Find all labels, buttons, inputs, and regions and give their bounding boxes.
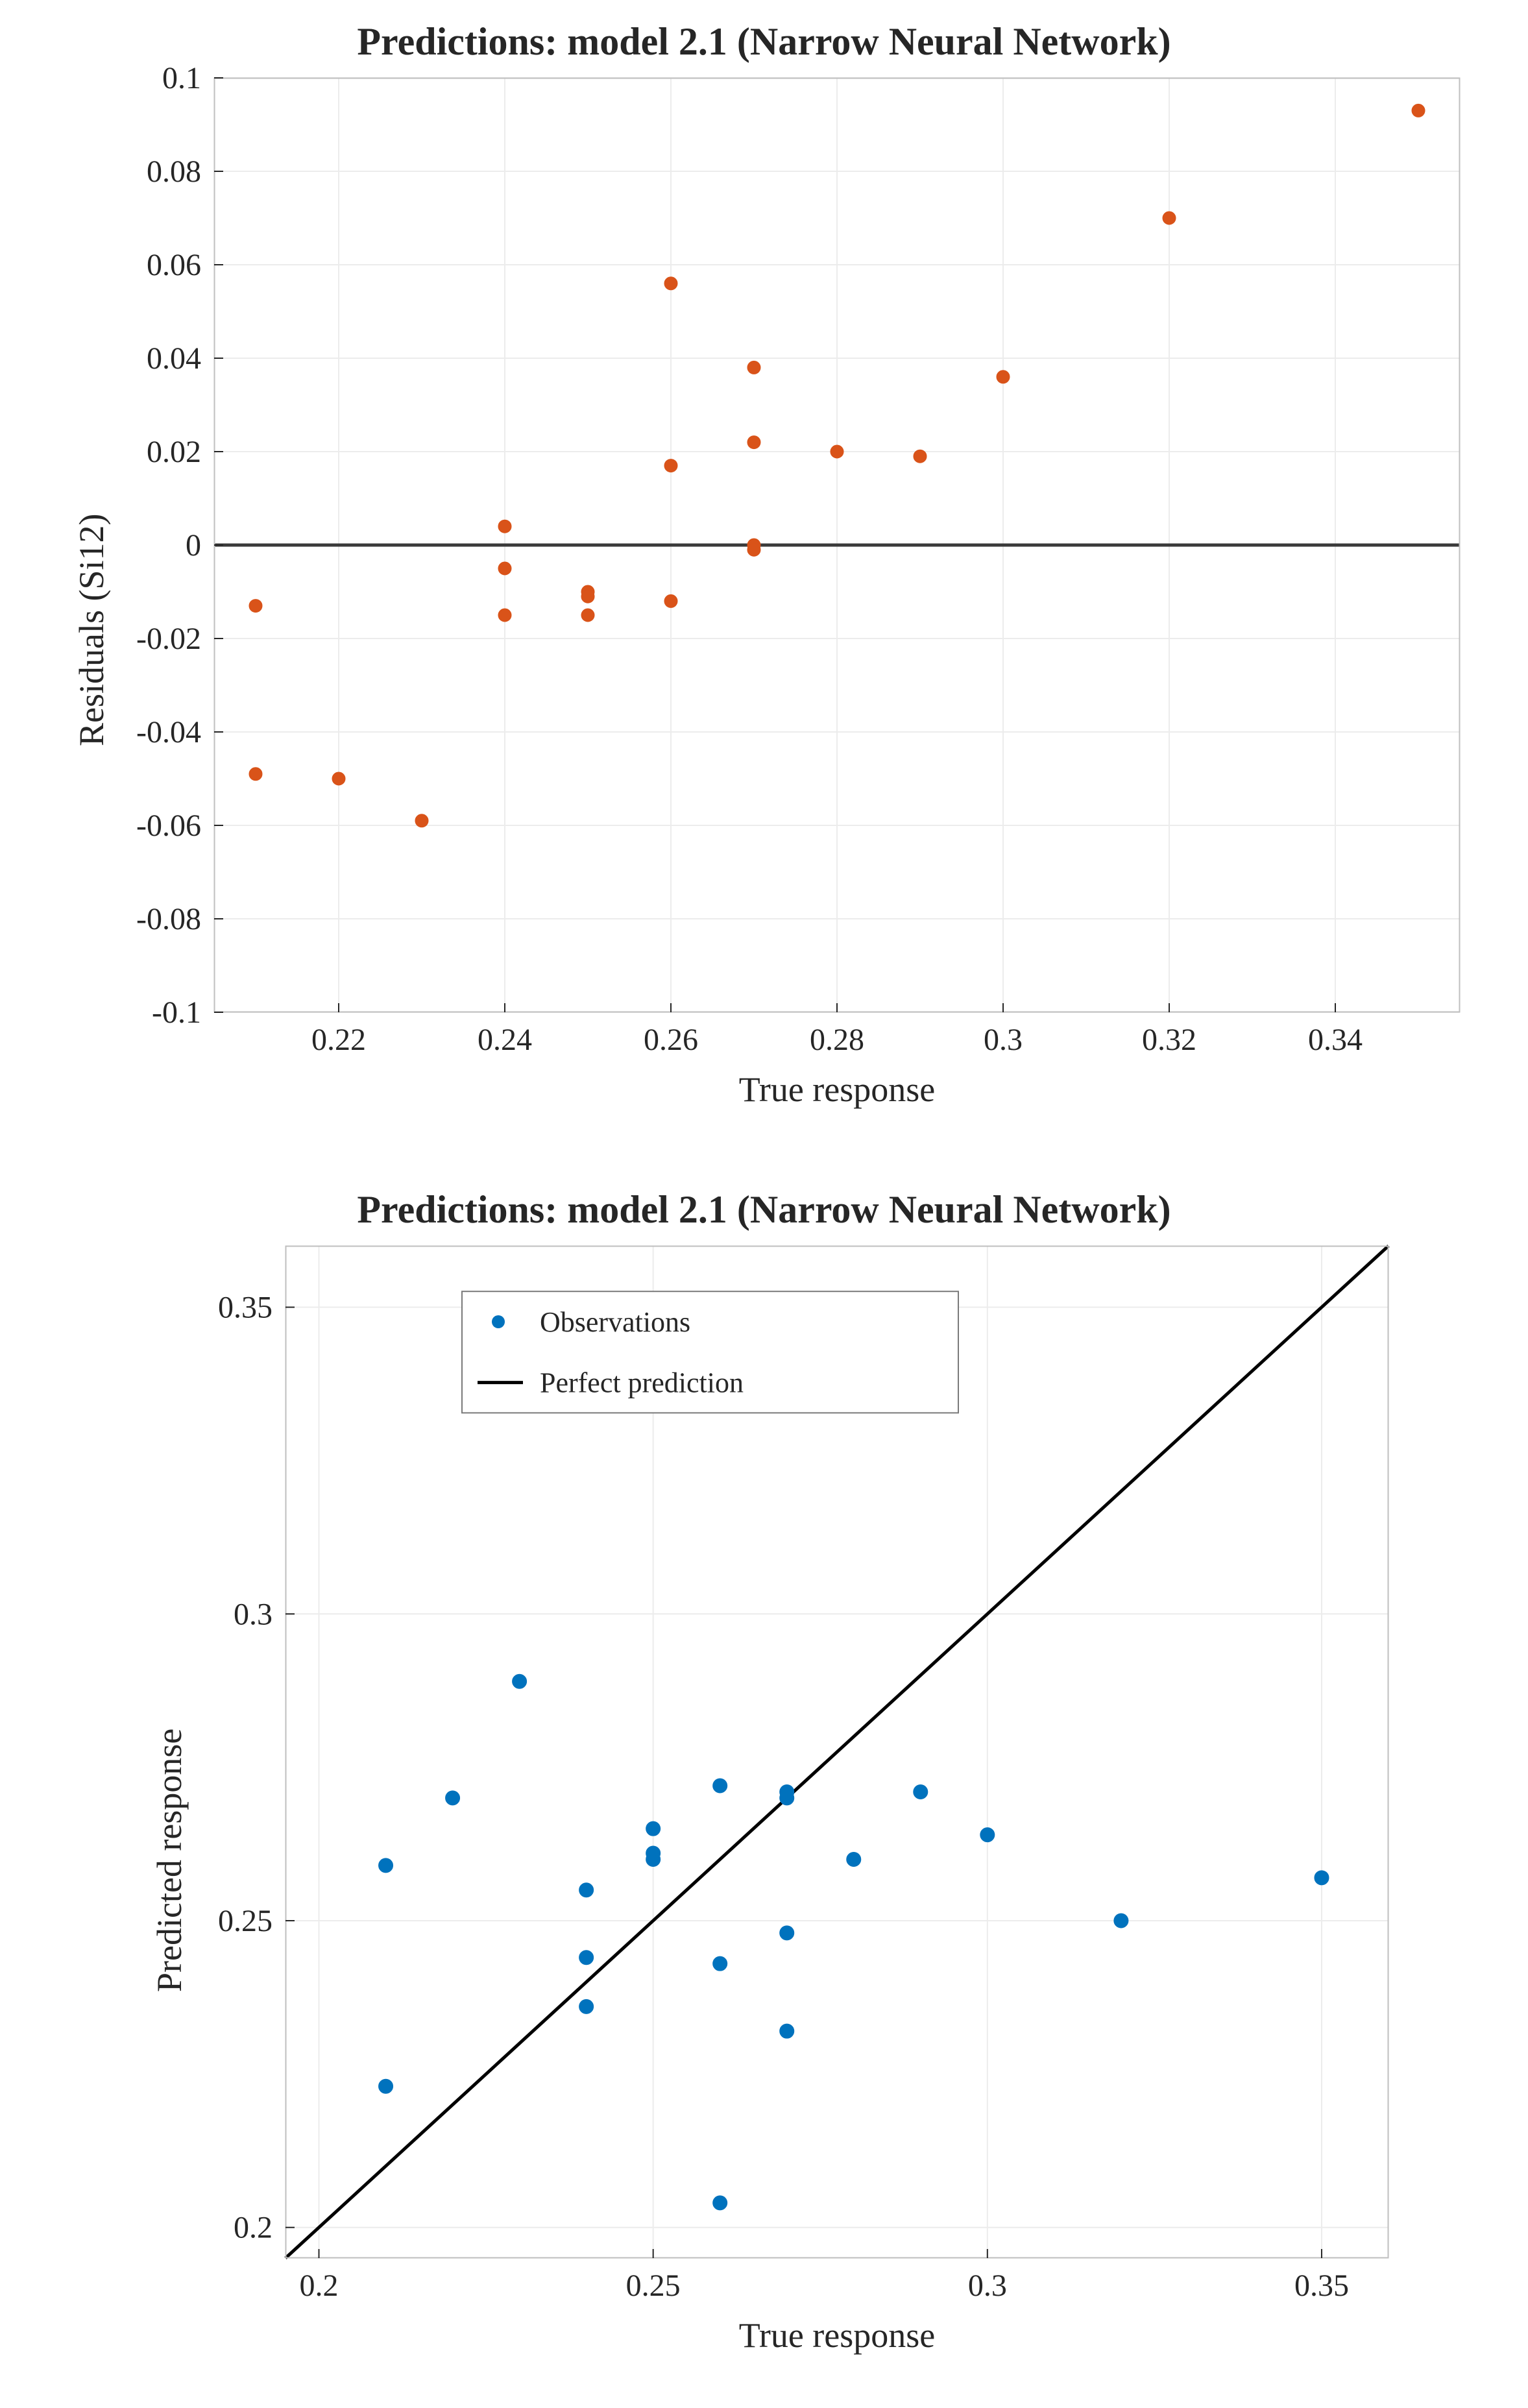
y-tick-label: 0.3 bbox=[234, 1597, 273, 1631]
chart2-xlabel: True response bbox=[285, 2315, 1389, 2355]
y-tick-label: -0.1 bbox=[152, 995, 201, 1030]
x-tick-label: 0.24 bbox=[478, 1023, 532, 1057]
y-tick-label: 0.02 bbox=[147, 435, 201, 469]
page: { "colors": { "background": "#ffffff", "… bbox=[0, 0, 1528, 2408]
data-point bbox=[581, 609, 594, 622]
data-point bbox=[579, 1999, 594, 2013]
data-point bbox=[997, 371, 1010, 383]
x-tick-label: 0.25 bbox=[626, 2268, 681, 2303]
y-tick-label: -0.06 bbox=[136, 809, 201, 843]
data-point bbox=[914, 1784, 928, 1799]
data-point bbox=[980, 1828, 995, 1842]
y-tick-label: -0.08 bbox=[136, 902, 201, 936]
data-point bbox=[446, 1791, 460, 1805]
data-point bbox=[780, 2024, 794, 2038]
data-point bbox=[780, 1926, 794, 1940]
data-point bbox=[379, 2079, 393, 2093]
y-tick-label: 0.04 bbox=[147, 341, 201, 376]
legend-label-observations: Observations bbox=[540, 1306, 690, 1338]
data-point bbox=[513, 1674, 527, 1688]
data-point bbox=[914, 450, 927, 463]
data-point bbox=[713, 1956, 727, 1971]
chart1-ylabel: Residuals (Si12) bbox=[71, 514, 112, 747]
y-tick-label: 0.2 bbox=[234, 2211, 273, 2245]
data-point bbox=[415, 814, 428, 827]
y-tick-label: 0 bbox=[186, 528, 201, 563]
chart1-plot: 0.220.240.260.280.30.320.34-0.1-0.08-0.0… bbox=[214, 78, 1460, 1077]
x-tick-label: 0.32 bbox=[1142, 1023, 1196, 1057]
data-point bbox=[713, 2196, 727, 2210]
chart2-title: Predictions: model 2.1 (Narrow Neural Ne… bbox=[0, 1187, 1528, 1232]
chart2-plot: 0.20.250.30.350.20.250.30.35Observations… bbox=[285, 1246, 1389, 2323]
data-point bbox=[249, 768, 262, 781]
data-point bbox=[581, 590, 594, 603]
data-point bbox=[1114, 1914, 1128, 1928]
data-point bbox=[646, 1846, 661, 1860]
y-tick-label: -0.02 bbox=[136, 622, 201, 656]
x-tick-label: 0.28 bbox=[810, 1023, 864, 1057]
legend: Observations Perfect prediction bbox=[462, 1291, 958, 1413]
data-point bbox=[831, 445, 843, 458]
x-tick-label: 0.2 bbox=[300, 2268, 339, 2303]
x-tick-label: 0.3 bbox=[968, 2268, 1007, 2303]
chart2-ylabel: Predicted response bbox=[149, 1729, 189, 1992]
y-tick-label: -0.04 bbox=[136, 715, 201, 749]
y-tick-label: 0.1 bbox=[162, 61, 201, 95]
data-point bbox=[1315, 1871, 1329, 1885]
y-tick-label: 0.08 bbox=[147, 154, 201, 189]
data-point bbox=[1163, 212, 1176, 225]
chart1-xlabel: True response bbox=[214, 1069, 1460, 1110]
data-point bbox=[498, 562, 511, 575]
data-point bbox=[579, 1951, 594, 1965]
data-point bbox=[747, 361, 760, 374]
data-point bbox=[498, 520, 511, 533]
x-tick-label: 0.35 bbox=[1294, 2268, 1349, 2303]
legend-marker-icon bbox=[492, 1315, 505, 1328]
data-point bbox=[664, 277, 677, 290]
y-tick-label: 0.25 bbox=[218, 1904, 273, 1938]
data-point bbox=[379, 1858, 393, 1873]
legend-label-perfect: Perfect prediction bbox=[540, 1367, 744, 1399]
data-point bbox=[747, 436, 760, 449]
data-point bbox=[579, 1883, 594, 1897]
data-point bbox=[847, 1852, 861, 1866]
data-point bbox=[664, 594, 677, 607]
data-point bbox=[646, 1821, 661, 1836]
data-point bbox=[249, 600, 262, 613]
x-tick-label: 0.34 bbox=[1308, 1023, 1363, 1057]
y-tick-label: 0.35 bbox=[218, 1291, 273, 1325]
data-point bbox=[780, 1784, 794, 1799]
data-point bbox=[332, 772, 345, 785]
x-tick-label: 0.22 bbox=[311, 1023, 366, 1057]
data-point bbox=[713, 1779, 727, 1793]
chart1-title: Predictions: model 2.1 (Narrow Neural Ne… bbox=[0, 19, 1528, 64]
x-tick-label: 0.3 bbox=[984, 1023, 1023, 1057]
x-tick-label: 0.26 bbox=[644, 1023, 698, 1057]
data-point bbox=[664, 459, 677, 472]
data-point bbox=[747, 543, 760, 556]
data-point bbox=[1412, 104, 1425, 117]
data-point bbox=[498, 609, 511, 622]
y-tick-label: 0.06 bbox=[147, 248, 201, 282]
